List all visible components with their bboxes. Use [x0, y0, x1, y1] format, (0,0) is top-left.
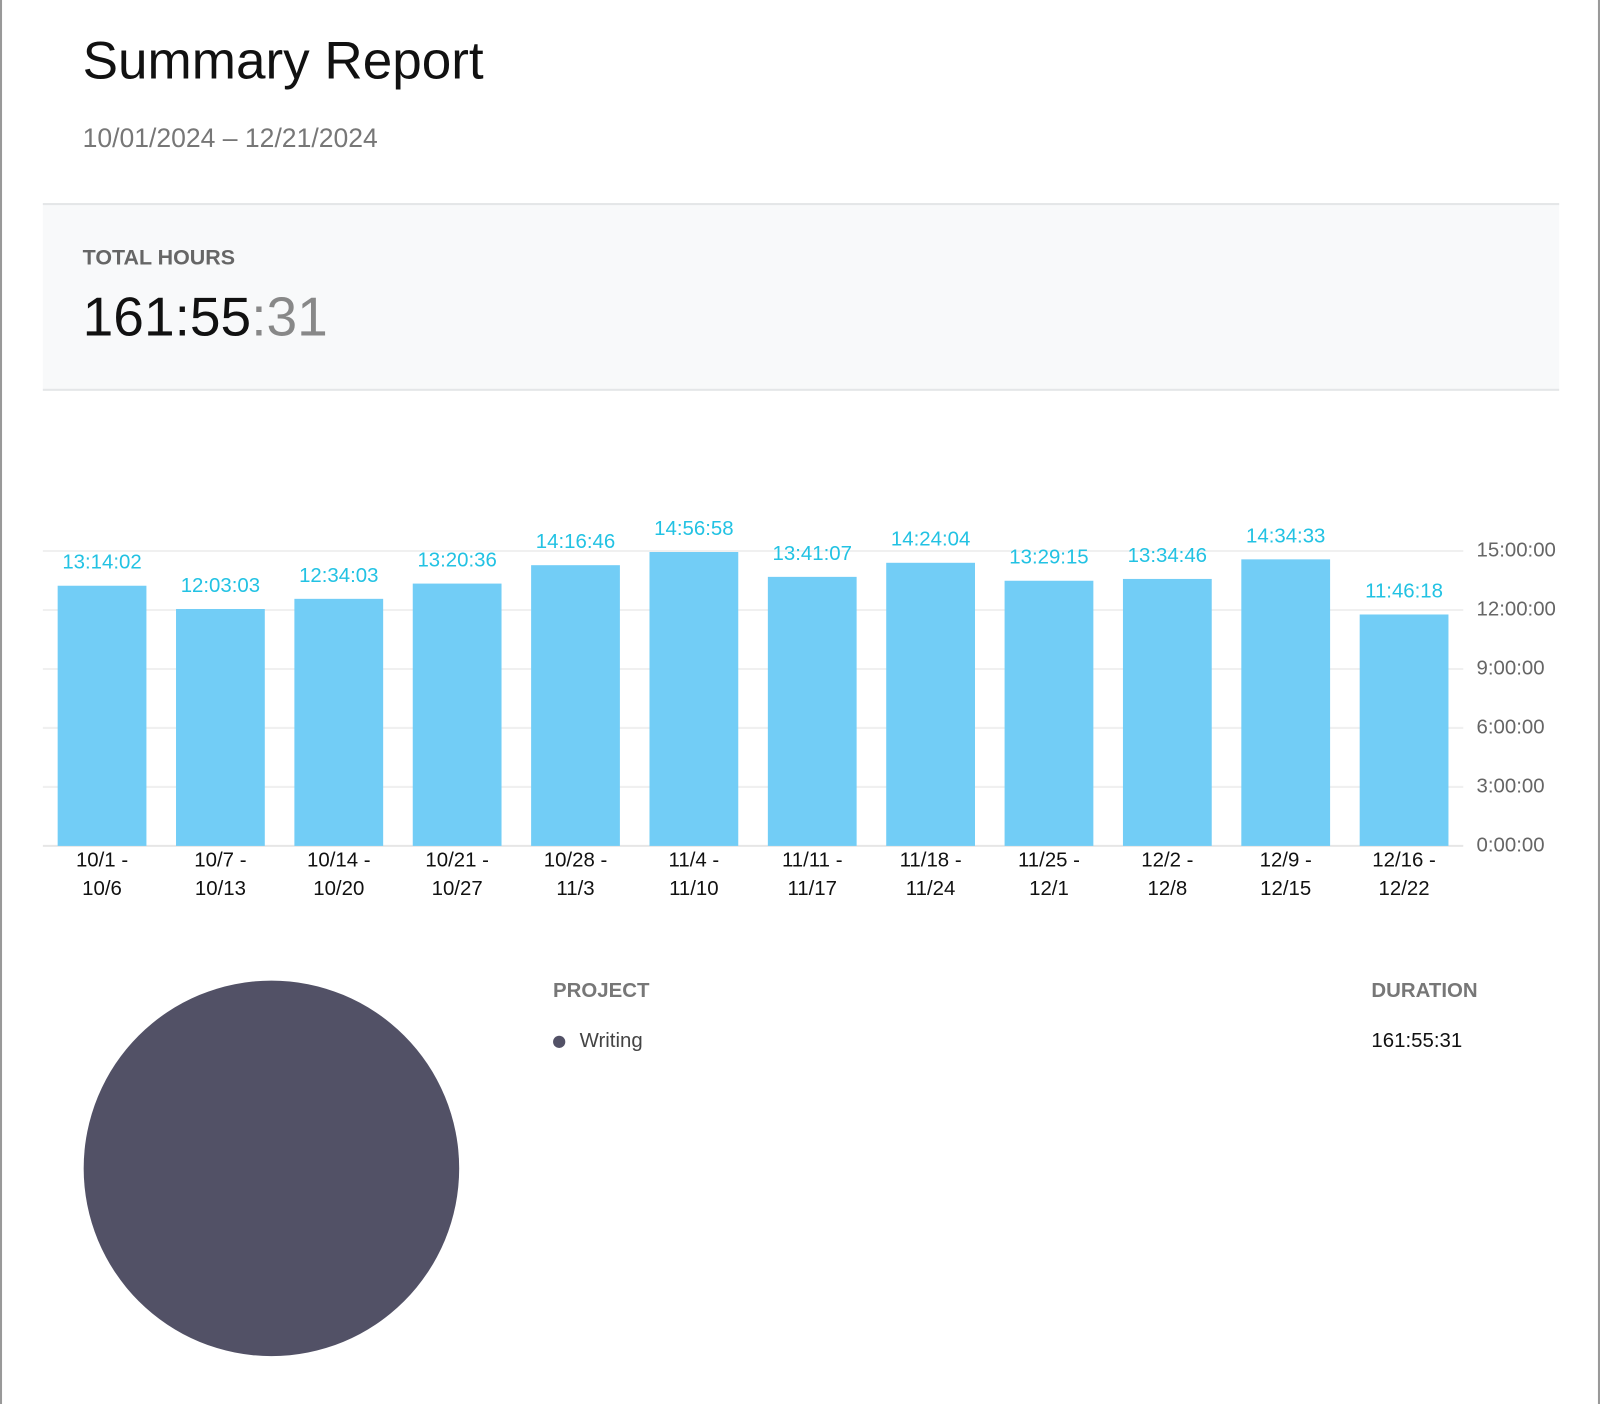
date-range: 10/01/2024 – 12/21/2024: [82, 122, 378, 154]
y-tick-label: 0:00:00: [1477, 834, 1545, 856]
y-tick-label: 6:00:00: [1477, 716, 1545, 738]
bar: [1122, 578, 1212, 846]
data-label: 12:34:03: [299, 565, 378, 587]
table-header: PROJECT: [553, 979, 650, 1003]
data-label: 12:03:03: [181, 575, 260, 597]
data-label: 13:14:02: [62, 552, 141, 574]
data-label: 14:16:46: [536, 531, 615, 553]
data-label: 14:56:58: [654, 518, 733, 540]
x-tick-label: 12/9 - 12/15: [1259, 848, 1312, 900]
bar: [57, 585, 147, 846]
data-label: 14:34:33: [1246, 525, 1325, 547]
x-tick-label: 11/11 - 11/17: [781, 848, 843, 900]
total-label: TOTAL HOURS: [82, 245, 236, 270]
duration: 161:55:31: [1371, 1029, 1463, 1053]
table-header: DURATION: [1371, 979, 1478, 1003]
y-tick-label: 15:00:00: [1477, 539, 1556, 561]
bar: [1359, 614, 1449, 846]
x-tick-label: 12/16 - 12/22: [1372, 848, 1436, 900]
data-label: 13:20:36: [417, 550, 496, 572]
x-tick-label: 10/1 - 10/6: [75, 848, 129, 900]
x-tick-label: 11/4 - 11/10: [668, 848, 720, 900]
x-tick-label: 11/18 - 11/24: [899, 848, 962, 900]
total-main: 161:55: [82, 286, 252, 348]
legend-dot: [553, 1035, 566, 1048]
x-tick-label: 12/2 - 12/8: [1141, 848, 1194, 900]
bar: [767, 576, 857, 846]
x-tick-label: 10/28 - 11/3: [543, 848, 608, 900]
x-tick-label: 10/7 - 10/13: [194, 848, 247, 900]
data-label: 13:41:07: [773, 543, 852, 565]
bar: [649, 552, 739, 846]
y-tick-label: 3:00:00: [1477, 775, 1545, 797]
bar: [531, 565, 620, 846]
x-tick-label: 10/14 - 10/20: [306, 848, 371, 900]
pie-slice: [83, 980, 460, 1357]
bar: [1004, 580, 1094, 846]
total-value: 161:55:31: [83, 286, 328, 349]
data-label: 14:24:04: [891, 529, 970, 551]
bar: [294, 598, 384, 846]
bar: [1241, 559, 1331, 846]
data-label: 13:34:46: [1128, 545, 1207, 567]
data-label: 11:46:18: [1365, 580, 1443, 602]
bar: [886, 562, 975, 846]
total-box: [42, 203, 1560, 391]
x-tick-label: 10/21 - 10/27: [425, 848, 489, 900]
bar: [176, 608, 265, 846]
data-label: 13:29:15: [1009, 547, 1088, 569]
y-tick-label: 9:00:00: [1477, 657, 1545, 679]
total-seconds: :31: [251, 286, 328, 348]
bar: [412, 583, 502, 846]
project-name: Writing: [579, 1029, 643, 1053]
x-tick-label: 11/25 - 12/1: [1017, 848, 1080, 900]
title: Summary Report: [82, 31, 484, 91]
y-tick-label: 12:00:00: [1477, 598, 1556, 620]
